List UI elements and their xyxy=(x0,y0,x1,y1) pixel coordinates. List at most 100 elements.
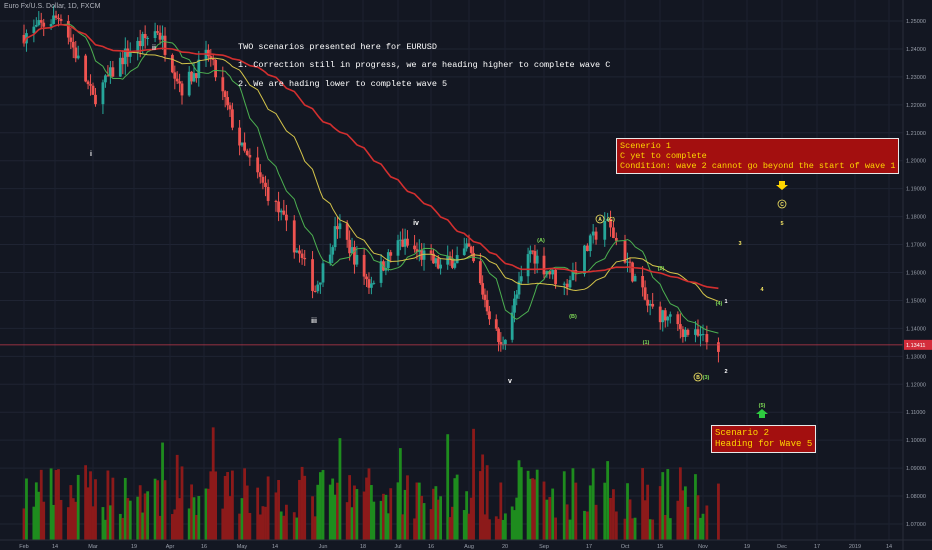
volume-bar xyxy=(57,469,60,540)
candle-body xyxy=(336,226,339,230)
candle-body xyxy=(328,254,332,264)
candle-body xyxy=(661,310,665,323)
candle-body xyxy=(245,150,249,155)
volume-bar xyxy=(542,481,546,540)
volume-bar xyxy=(348,475,352,540)
volume-bar xyxy=(240,498,244,540)
volume-bar xyxy=(32,506,36,540)
candle-body xyxy=(591,231,595,236)
volume-bar xyxy=(171,514,174,540)
volume-bar xyxy=(300,466,304,540)
volume-bar xyxy=(104,519,107,540)
volume-bar xyxy=(204,488,208,540)
candle-body xyxy=(318,282,322,285)
price-tick-label: 1.25000 xyxy=(906,19,926,25)
volume-bar xyxy=(384,494,388,540)
arrow-down-icon xyxy=(776,181,788,190)
volume-bar xyxy=(501,519,505,540)
price-tick-label: 1.13000 xyxy=(906,354,926,360)
volume-bar xyxy=(526,470,530,540)
candle-body xyxy=(699,334,702,336)
volume-bar xyxy=(52,504,55,540)
candle-body xyxy=(221,77,225,92)
candle-body xyxy=(565,283,569,288)
wave-label-v: v xyxy=(508,378,512,385)
volume-bar xyxy=(641,468,645,540)
date-tick-label: 2019 xyxy=(849,544,861,550)
volume-bar xyxy=(261,506,265,540)
volume-bar xyxy=(328,484,332,540)
notes-title: TWO scenarios presented here for EURUSD xyxy=(238,42,437,52)
volume-bar xyxy=(663,514,667,540)
volume-bar xyxy=(367,468,371,540)
wave-label-c-paren: (C) xyxy=(607,217,615,223)
date-tick-label: Apr xyxy=(166,544,175,550)
ma-slow-line xyxy=(23,23,719,290)
candle-body xyxy=(101,82,105,105)
volume-bar xyxy=(531,478,535,540)
volume-bars xyxy=(22,427,720,540)
candle-body xyxy=(128,52,132,57)
volume-bar xyxy=(701,513,705,540)
candle-body xyxy=(488,311,491,320)
date-tick-label: May xyxy=(237,544,248,550)
candle-body xyxy=(453,263,457,268)
volume-bar xyxy=(69,485,73,540)
candle-body xyxy=(648,303,652,306)
candle-body xyxy=(481,283,485,295)
candle-body xyxy=(633,276,637,282)
volume-bar xyxy=(571,468,575,540)
volume-bar xyxy=(197,495,201,540)
candle-body xyxy=(389,252,393,256)
candle-body xyxy=(658,306,662,323)
candle-body xyxy=(446,256,450,265)
candle-body xyxy=(298,250,301,254)
wave-label-n5: 5 xyxy=(780,221,783,227)
candle-body xyxy=(365,276,368,280)
volume-bar xyxy=(417,482,421,540)
volume-bar xyxy=(195,514,198,540)
date-tick-label: Sep xyxy=(539,544,549,550)
price-tick-label: 1.07000 xyxy=(906,522,926,528)
candle-body xyxy=(696,329,700,336)
candle-body xyxy=(467,243,471,247)
volume-bar xyxy=(488,519,491,540)
candle-body xyxy=(683,329,687,338)
volume-bar xyxy=(469,497,473,540)
volume-bar xyxy=(626,483,629,540)
volume-bar xyxy=(277,480,280,540)
candle-body xyxy=(66,21,70,38)
candle-body xyxy=(71,41,75,48)
candle-body xyxy=(123,48,127,65)
volume-bar xyxy=(439,496,442,540)
volume-bar xyxy=(661,472,665,540)
volume-bar xyxy=(211,427,215,540)
volume-bar xyxy=(136,496,140,540)
candle-body xyxy=(54,15,58,18)
candle-body xyxy=(192,73,196,82)
candle-body xyxy=(277,201,280,213)
volume-bar xyxy=(609,497,612,540)
price-tick-label: 1.19000 xyxy=(906,187,926,193)
ma-mid-line xyxy=(23,24,719,302)
price-tick-label: 1.22000 xyxy=(906,103,926,109)
volume-bar xyxy=(485,465,489,540)
volume-bar xyxy=(717,483,720,540)
volume-bar xyxy=(467,513,471,540)
candle-body xyxy=(612,227,615,238)
date-tick-label: Jul xyxy=(394,544,401,550)
wave-label-a-circled: A xyxy=(598,217,602,223)
date-tick-label: 14 xyxy=(52,544,58,550)
volume-bar xyxy=(478,471,482,540)
volume-bar xyxy=(153,478,157,540)
candle-body xyxy=(207,49,210,57)
volume-bar xyxy=(37,491,41,540)
price-tick-label: 1.15000 xyxy=(906,298,926,304)
volume-bar xyxy=(413,518,416,540)
candle-body xyxy=(138,40,142,47)
price-tick-label: 1.09000 xyxy=(906,466,926,472)
candle-body xyxy=(180,83,184,96)
volume-bar xyxy=(568,519,572,540)
